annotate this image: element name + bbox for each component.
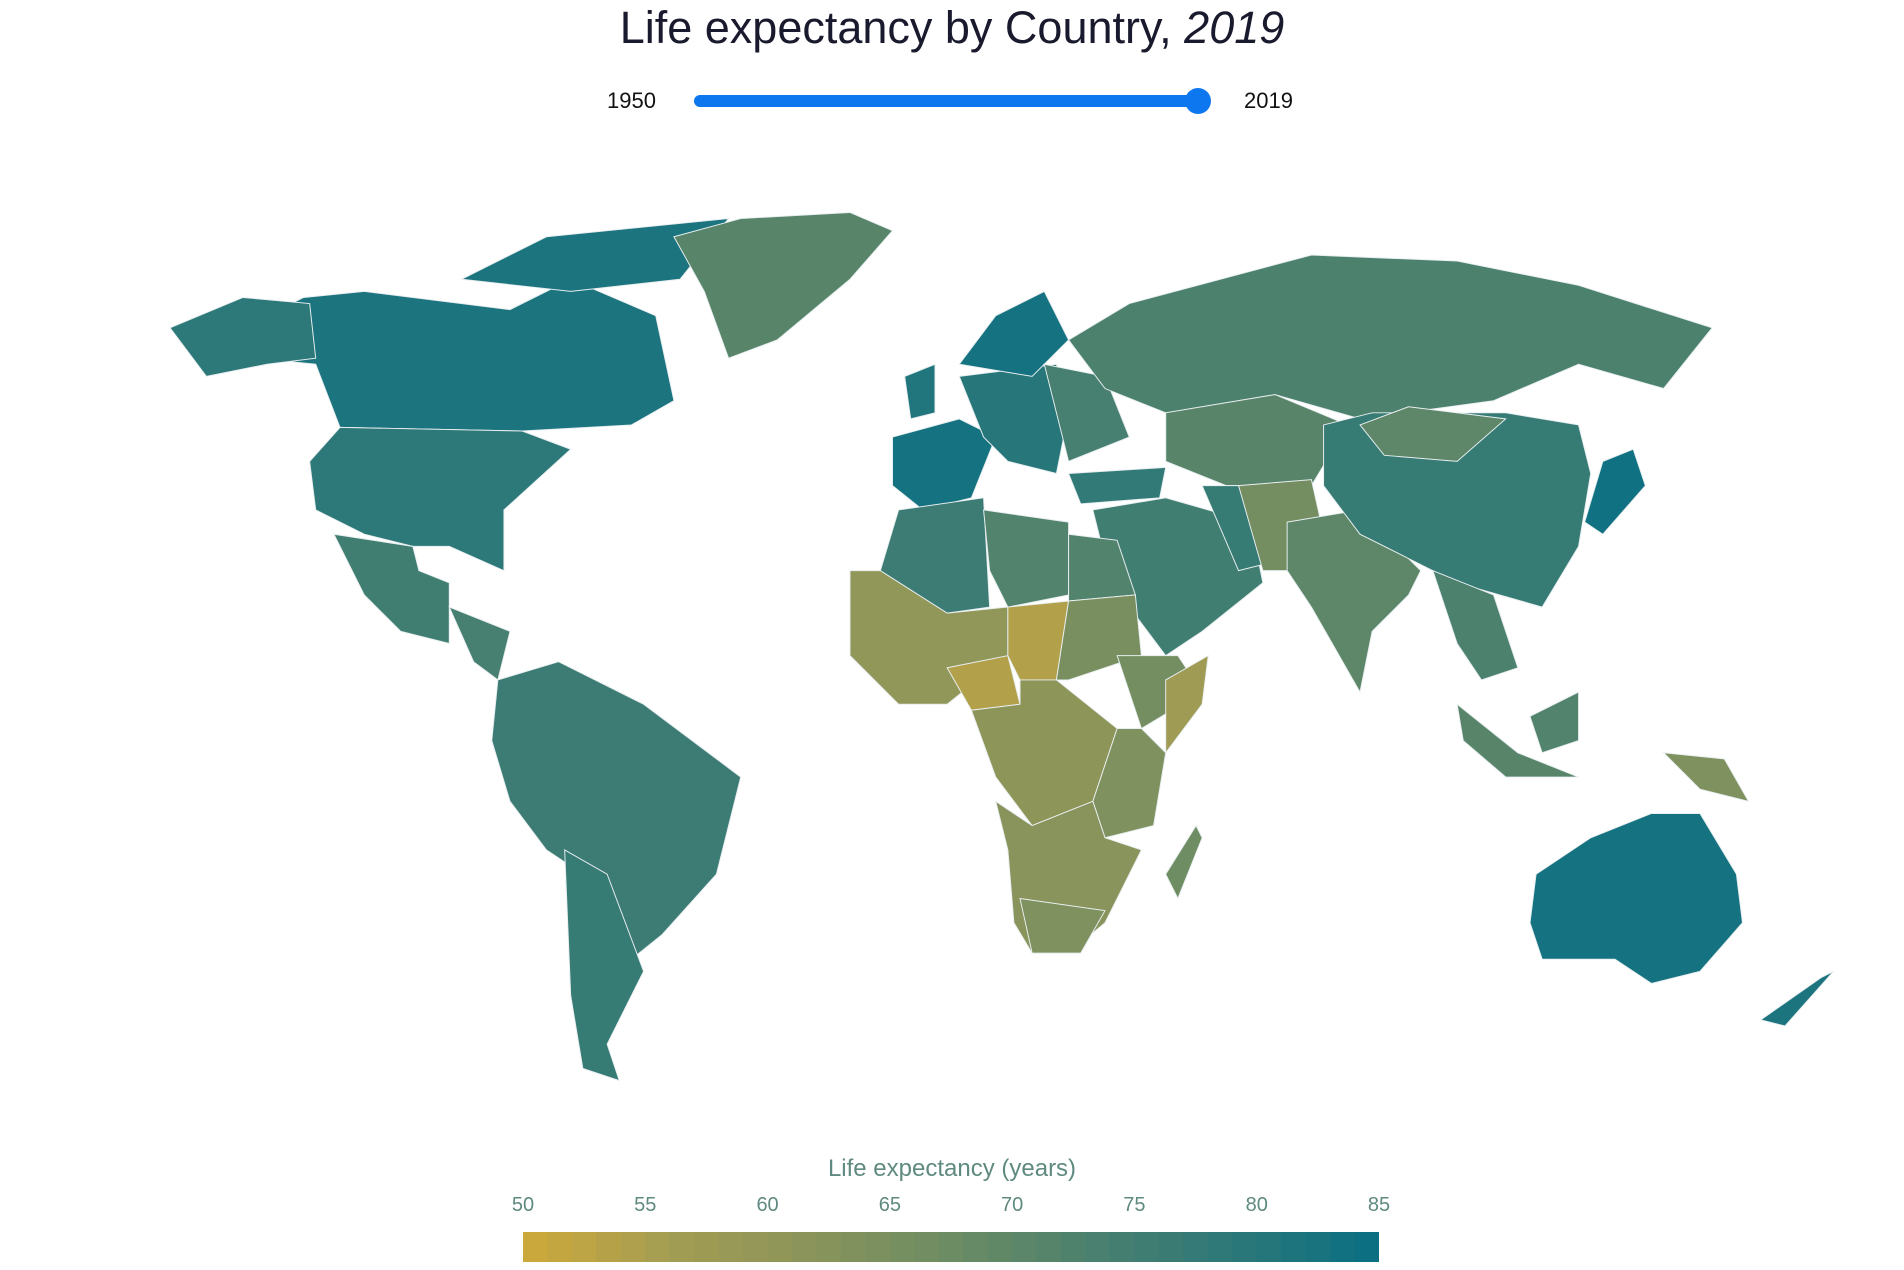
color-scale-step: [547, 1232, 573, 1262]
color-scale-step: [1330, 1232, 1356, 1262]
color-scale-step: [596, 1232, 622, 1262]
color-scale-step: [1256, 1232, 1282, 1262]
color-scale-step: [1207, 1232, 1233, 1262]
slider-handle[interactable]: [1185, 88, 1211, 114]
country-canada[interactable]: Canada: [192, 278, 675, 432]
color-scale-step: [767, 1232, 793, 1262]
country-alaska[interactable]: Alaska: [169, 296, 317, 377]
color-scale-step: [792, 1232, 817, 1262]
color-scale-step: [694, 1232, 720, 1262]
legend-tick: 80: [1245, 1194, 1268, 1216]
country-china[interactable]: China: [1323, 412, 1592, 608]
title-year: 2019: [1184, 2, 1285, 53]
title-text: Life expectancy by Country,: [619, 2, 1185, 53]
country-papua-new-guinea[interactable]: Papua New Guinea: [1662, 752, 1750, 803]
color-scale-step: [1036, 1232, 1062, 1262]
country-indonesia[interactable]: Indonesia: [1456, 703, 1579, 778]
country-united-states[interactable]: United States: [309, 426, 572, 572]
color-scale-step: [1183, 1232, 1209, 1262]
country-australia[interactable]: Australia: [1529, 812, 1744, 984]
color-scale-step: [1281, 1232, 1307, 1262]
color-scale-step: [1232, 1232, 1258, 1262]
legend-tick: 60: [756, 1194, 779, 1216]
country-scandinavia[interactable]: Scandinavia: [958, 290, 1070, 377]
country-western-europe[interactable]: Western Europe: [892, 418, 997, 511]
color-scale-step: [889, 1232, 915, 1262]
color-scale-step: [1109, 1232, 1135, 1262]
color-scale-step: [914, 1232, 940, 1262]
color-scale-step: [669, 1232, 695, 1262]
country-central-europe[interactable]: Central Europe: [958, 363, 1070, 475]
color-scale-step: [1305, 1232, 1331, 1262]
color-scale-step: [1354, 1232, 1379, 1262]
legend-tick: 75: [1123, 1194, 1146, 1216]
color-scale-bar: [523, 1232, 1379, 1262]
country-japan[interactable]: Japan: [1584, 448, 1646, 535]
color-scale-step: [1012, 1232, 1038, 1262]
color-scale-step: [620, 1232, 646, 1262]
country-southeast-asia[interactable]: Southeast Asia: [1432, 569, 1519, 681]
legend-tick: 55: [634, 1194, 657, 1216]
legend-tick: 50: [511, 1194, 535, 1216]
legend-tick: 65: [878, 1194, 901, 1216]
color-scale-step: [718, 1232, 744, 1262]
country-russia[interactable]: Russia: [1067, 254, 1713, 420]
color-scale-step: [1134, 1232, 1160, 1262]
slider-max-label: 2019: [1244, 88, 1293, 113]
country-algeria[interactable]: Algeria: [879, 497, 991, 614]
color-scale-step: [840, 1232, 866, 1262]
color-scale-step: [938, 1232, 964, 1262]
country-turkey[interactable]: Turkey: [1067, 466, 1167, 505]
color-scale-step: [963, 1232, 989, 1262]
color-scale-step: [865, 1232, 891, 1262]
country-kazakhstan[interactable]: Kazakhstan: [1165, 394, 1349, 487]
country-madagascar[interactable]: Madagascar: [1165, 824, 1203, 900]
country-mongolia[interactable]: Mongolia: [1359, 406, 1507, 462]
color-scale-step: [523, 1232, 548, 1262]
color-scale-step: [987, 1232, 1013, 1262]
legend-tick: 70: [1001, 1194, 1024, 1216]
country-libya[interactable]: Libya: [983, 509, 1070, 608]
color-scale-step: [1158, 1232, 1184, 1262]
country-south-africa[interactable]: South Africa: [1019, 897, 1106, 954]
legend-title: Life expectancy (years): [827, 1155, 1077, 1182]
country-somalia[interactable]: Somalia: [1165, 654, 1209, 755]
color-scale-step: [571, 1232, 597, 1262]
color-scale-step: [743, 1232, 769, 1262]
country-argentina[interactable]: Argentina: [564, 849, 645, 1082]
country-new-zealand[interactable]: New Zealand: [1759, 970, 1834, 1027]
page-title: Life expectancy by Country, 2019: [0, 2, 1904, 54]
slider-min-label: 1950: [607, 88, 656, 113]
country-united-kingdom[interactable]: United Kingdom: [904, 363, 936, 420]
country-greenland[interactable]: Greenland: [673, 211, 894, 359]
color-scale-step: [1085, 1232, 1111, 1262]
year-slider[interactable]: [694, 88, 1211, 114]
country-borneo[interactable]: Borneo: [1529, 691, 1580, 754]
color-scale-step: [645, 1232, 671, 1262]
color-scale-step: [1061, 1232, 1087, 1262]
color-scale-step: [816, 1232, 842, 1262]
country-mexico[interactable]: Mexico: [333, 533, 450, 645]
country-central-america[interactable]: Central America: [448, 606, 511, 681]
legend-tick: 85: [1367, 1194, 1391, 1216]
